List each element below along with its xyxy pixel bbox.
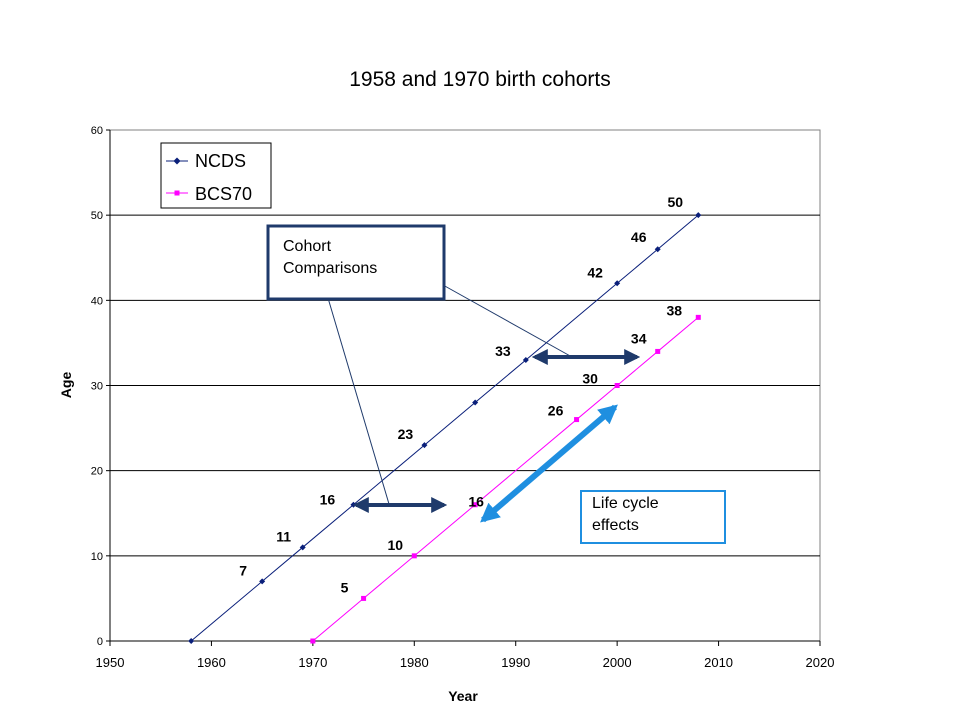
x-tick-label-1970: 1970 bbox=[298, 655, 327, 670]
cohort-comparisons-callout bbox=[266, 224, 446, 301]
point-bcs70-1986 bbox=[472, 502, 478, 508]
data-label-ncds-1981: 23 bbox=[398, 426, 414, 442]
y-tick-label-0: 0 bbox=[97, 636, 103, 648]
legend-marker-bcs70 bbox=[174, 190, 180, 196]
cohort-comparisons-text: Cohort Comparisons bbox=[283, 238, 377, 277]
data-label-ncds-2008: 50 bbox=[667, 194, 683, 210]
life-cycle-arrow bbox=[480, 404, 618, 523]
callout-leader-upper bbox=[442, 284, 573, 358]
x-tick-label-2000: 2000 bbox=[603, 655, 632, 670]
data-label-bcs70-1975: 5 bbox=[341, 579, 349, 595]
gridlines bbox=[110, 214, 820, 557]
life-cycle-callout bbox=[580, 490, 726, 544]
point-ncds-1986 bbox=[472, 399, 479, 406]
legend-marker-ncds bbox=[173, 157, 181, 165]
x-axis-title: Year bbox=[448, 688, 478, 704]
point-bcs70-1996 bbox=[574, 417, 580, 423]
point-ncds-1958 bbox=[188, 638, 195, 644]
life-cycle-line-2: effects bbox=[592, 517, 639, 534]
data-label-ncds-2004: 46 bbox=[631, 229, 647, 245]
y-tick-label-50: 50 bbox=[91, 210, 103, 222]
cohort-comparisons-line-1: Cohort bbox=[283, 238, 332, 255]
legend-label-ncds: NCDS bbox=[195, 151, 246, 171]
point-bcs70-1970 bbox=[310, 638, 316, 644]
point-bcs70-2008 bbox=[695, 314, 701, 320]
data-label-bcs70-2008: 38 bbox=[666, 302, 682, 318]
point-bcs70-1980 bbox=[411, 553, 417, 559]
y-tick-label-10: 10 bbox=[91, 551, 103, 563]
x-tick-label-2010: 2010 bbox=[704, 655, 733, 670]
point-ncds-2008 bbox=[695, 212, 702, 219]
data-label-ncds-1969: 11 bbox=[276, 528, 291, 544]
data-label-ncds-1965: 7 bbox=[239, 562, 247, 578]
data-label-bcs70-2000: 30 bbox=[582, 371, 598, 387]
data-label-bcs70-1996: 26 bbox=[548, 403, 564, 419]
legend-label-bcs70: BCS70 bbox=[195, 184, 252, 204]
x-tick-label-1980: 1980 bbox=[400, 655, 429, 670]
y-tick-label-60: 60 bbox=[91, 125, 103, 137]
point-ncds-2004 bbox=[654, 246, 661, 253]
series-line-ncds bbox=[190, 214, 699, 642]
x-tick-label-2020: 2020 bbox=[806, 655, 835, 670]
chart-title: 1958 and 1970 birth cohorts bbox=[349, 68, 611, 91]
y-tick-label-20: 20 bbox=[91, 466, 103, 478]
life-cycle-text: Life cycle effects bbox=[592, 495, 663, 534]
data-label-ncds-1991: 33 bbox=[495, 343, 511, 359]
point-ncds-1991 bbox=[522, 356, 529, 363]
legend: NCDS BCS70 bbox=[160, 142, 272, 209]
x-tick-label-1950: 1950 bbox=[96, 655, 125, 670]
data-label-ncds-2000: 42 bbox=[587, 264, 603, 280]
y-axis-title: Age bbox=[58, 372, 74, 399]
data-label-bcs70-1980: 10 bbox=[387, 537, 403, 553]
y-tick-label-30: 30 bbox=[91, 381, 103, 393]
x-tick-label-1960: 1960 bbox=[197, 655, 226, 670]
legend-box bbox=[160, 142, 272, 209]
point-bcs70-2000 bbox=[614, 383, 620, 388]
life-cycle-line-1: Life cycle bbox=[592, 495, 659, 512]
point-ncds-2000 bbox=[614, 280, 621, 287]
annotations: Cohort Comparisons Life cycle effects bbox=[266, 224, 726, 544]
point-ncds-1969 bbox=[299, 544, 306, 551]
y-tick-label-40: 40 bbox=[91, 295, 103, 307]
point-ncds-1965 bbox=[259, 578, 266, 585]
point-bcs70-2004 bbox=[655, 348, 661, 354]
point-ncds-1981 bbox=[421, 442, 428, 449]
callout-leader-lower bbox=[327, 297, 390, 505]
x-tick-label-1990: 1990 bbox=[501, 655, 530, 670]
cohort-comparisons-line-2: Comparisons bbox=[283, 260, 377, 277]
data-label-bcs70-2004: 34 bbox=[631, 330, 647, 346]
data-label-bcs70-1986: 16 bbox=[468, 494, 484, 510]
point-bcs70-1975 bbox=[361, 595, 367, 601]
data-label-ncds-1974: 16 bbox=[320, 492, 336, 508]
axes: 0 10 20 30 40 50 60 1950 1960 1970 1980 1990 2000 201… bbox=[91, 125, 835, 670]
